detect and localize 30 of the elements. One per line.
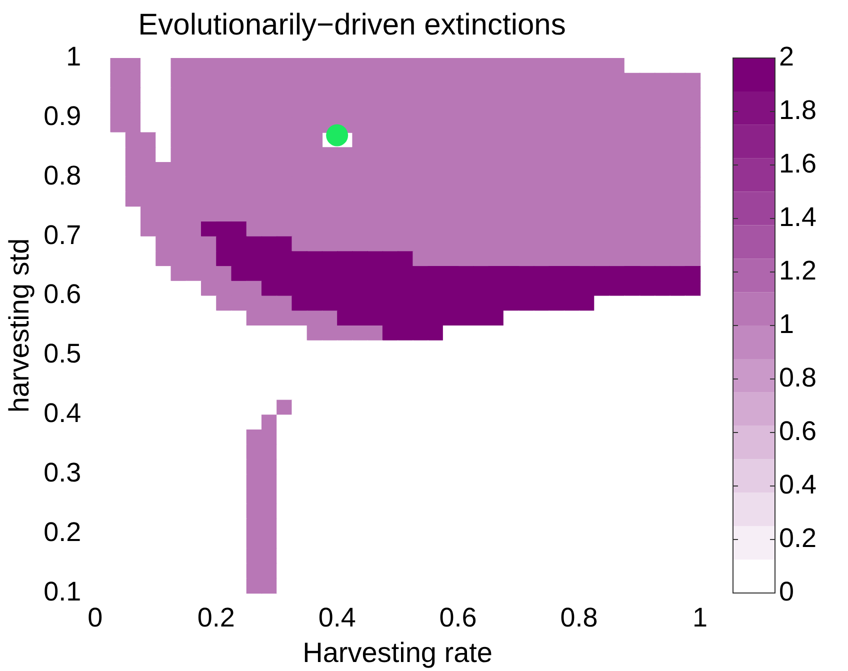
y-tick-label: 0.7 — [44, 220, 82, 250]
x-tick-label: 0 — [88, 602, 103, 633]
y-tick-label: 0.3 — [44, 458, 82, 488]
x-tick-label: 0.8 — [560, 602, 598, 633]
color-bar-label: 0.4 — [779, 469, 817, 500]
color-bar-label: 0.8 — [779, 362, 817, 392]
y-tick-label: 0.5 — [44, 338, 82, 369]
y-axis-title: harvesting std — [4, 238, 35, 413]
color-bar-label: 1 — [779, 308, 794, 339]
color-bar-label: 0.6 — [779, 416, 817, 446]
y-tick-label: 0.2 — [44, 517, 82, 548]
x-tick-label: 0.4 — [318, 602, 356, 633]
chart-title: Evolutionarily−driven extinctions — [138, 8, 566, 42]
color-bar-label: 1.4 — [779, 202, 817, 232]
color-bar-label: 1.2 — [779, 255, 817, 286]
y-tick-label: 0.6 — [44, 279, 82, 310]
x-tick-label: 0.6 — [439, 602, 477, 633]
x-tick-label: 0.2 — [197, 602, 235, 633]
x-axis-title: Harvesting rate — [302, 636, 493, 668]
color-bar-label: 0 — [779, 576, 794, 606]
y-tick-label: 0.9 — [44, 100, 82, 131]
y-tick-label: 0.8 — [44, 160, 82, 190]
color-bar-label: 1.6 — [779, 148, 817, 178]
x-tick-label: 1 — [692, 602, 708, 633]
color-bar-label: 0.2 — [779, 522, 817, 553]
y-tick-label: 0.4 — [44, 398, 82, 428]
color-bar-label: 2 — [779, 41, 794, 72]
y-tick-label: 0.1 — [44, 576, 82, 606]
y-tick-label: 1 — [66, 41, 82, 72]
color-bar-label: 1.8 — [779, 94, 817, 125]
